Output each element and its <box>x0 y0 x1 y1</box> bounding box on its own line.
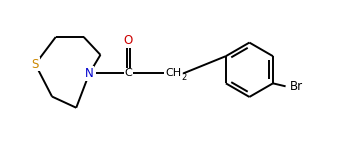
Text: CH: CH <box>165 69 181 79</box>
Text: O: O <box>124 34 133 47</box>
Text: N: N <box>85 67 93 80</box>
Text: C: C <box>125 69 132 79</box>
Text: Br: Br <box>290 80 303 93</box>
Text: 2: 2 <box>182 73 187 82</box>
Text: S: S <box>31 58 39 71</box>
